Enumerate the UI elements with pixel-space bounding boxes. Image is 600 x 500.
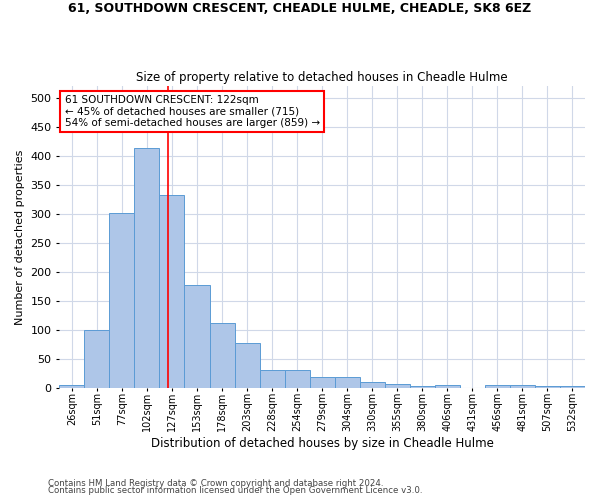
Bar xyxy=(235,343,260,388)
Bar xyxy=(360,382,385,388)
Bar xyxy=(59,385,85,388)
Bar xyxy=(260,370,284,388)
Text: 61, SOUTHDOWN CRESCENT, CHEADLE HULME, CHEADLE, SK8 6EZ: 61, SOUTHDOWN CRESCENT, CHEADLE HULME, C… xyxy=(68,2,532,16)
Bar xyxy=(134,148,160,388)
Bar xyxy=(184,285,209,388)
Bar xyxy=(510,385,535,388)
Text: 61 SOUTHDOWN CRESCENT: 122sqm
← 45% of detached houses are smaller (715)
54% of : 61 SOUTHDOWN CRESCENT: 122sqm ← 45% of d… xyxy=(65,95,320,128)
Bar xyxy=(410,386,435,388)
Bar xyxy=(284,370,310,388)
Bar xyxy=(335,378,360,388)
Bar xyxy=(209,323,235,388)
Bar xyxy=(485,385,510,388)
Bar xyxy=(85,330,109,388)
Y-axis label: Number of detached properties: Number of detached properties xyxy=(15,150,25,324)
Bar xyxy=(435,385,460,388)
Text: Contains public sector information licensed under the Open Government Licence v3: Contains public sector information licen… xyxy=(48,486,422,495)
Bar xyxy=(109,212,134,388)
Bar xyxy=(560,386,585,388)
Bar xyxy=(160,194,184,388)
Bar xyxy=(385,384,410,388)
Bar xyxy=(310,378,335,388)
X-axis label: Distribution of detached houses by size in Cheadle Hulme: Distribution of detached houses by size … xyxy=(151,437,494,450)
Bar xyxy=(535,386,560,388)
Text: Contains HM Land Registry data © Crown copyright and database right 2024.: Contains HM Land Registry data © Crown c… xyxy=(48,478,383,488)
Title: Size of property relative to detached houses in Cheadle Hulme: Size of property relative to detached ho… xyxy=(136,70,508,84)
